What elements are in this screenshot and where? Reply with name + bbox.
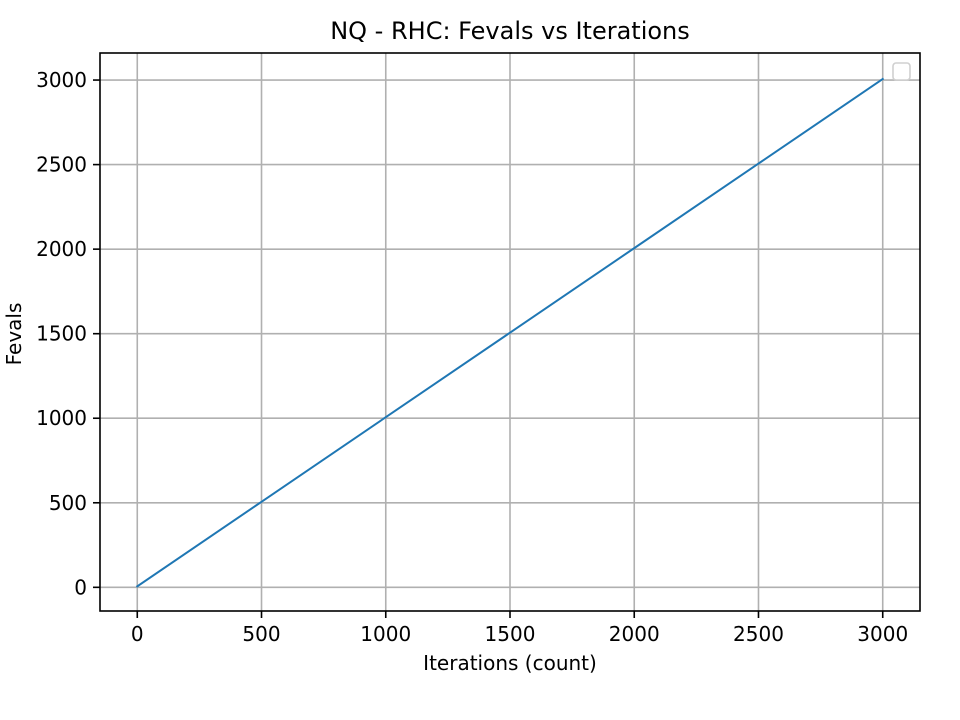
- x-tick-label: 3000: [857, 622, 908, 646]
- x-tick-label: 1500: [485, 622, 536, 646]
- grid: [100, 53, 920, 611]
- x-tick-label: 500: [242, 622, 280, 646]
- y-tick-label: 1000: [36, 406, 87, 430]
- x-tick-label: 2000: [609, 622, 660, 646]
- y-axis-title: Fevals: [2, 303, 26, 366]
- x-axis: 0 500 1000 1500 2000 2500 3000: [131, 611, 908, 646]
- y-axis: 0 500 1000 1500 2000 2500 3000: [36, 68, 100, 599]
- x-tick-label: 1000: [360, 622, 411, 646]
- y-tick-label: 3000: [36, 68, 87, 92]
- y-tick-label: 500: [49, 491, 87, 515]
- y-tick-label: 0: [74, 575, 87, 599]
- x-tick-label: 2500: [733, 622, 784, 646]
- y-tick-label: 2000: [36, 237, 87, 261]
- x-axis-title: Iterations (count): [423, 651, 597, 675]
- series-layer: [135, 77, 885, 588]
- y-tick-label: 1500: [36, 322, 87, 346]
- legend-box: [892, 62, 911, 81]
- x-tick-label: 0: [131, 622, 144, 646]
- y-tick-label: 2500: [36, 153, 87, 177]
- chart-title: NQ - RHC: Fevals vs Iterations: [330, 17, 690, 45]
- series-line: [135, 77, 885, 588]
